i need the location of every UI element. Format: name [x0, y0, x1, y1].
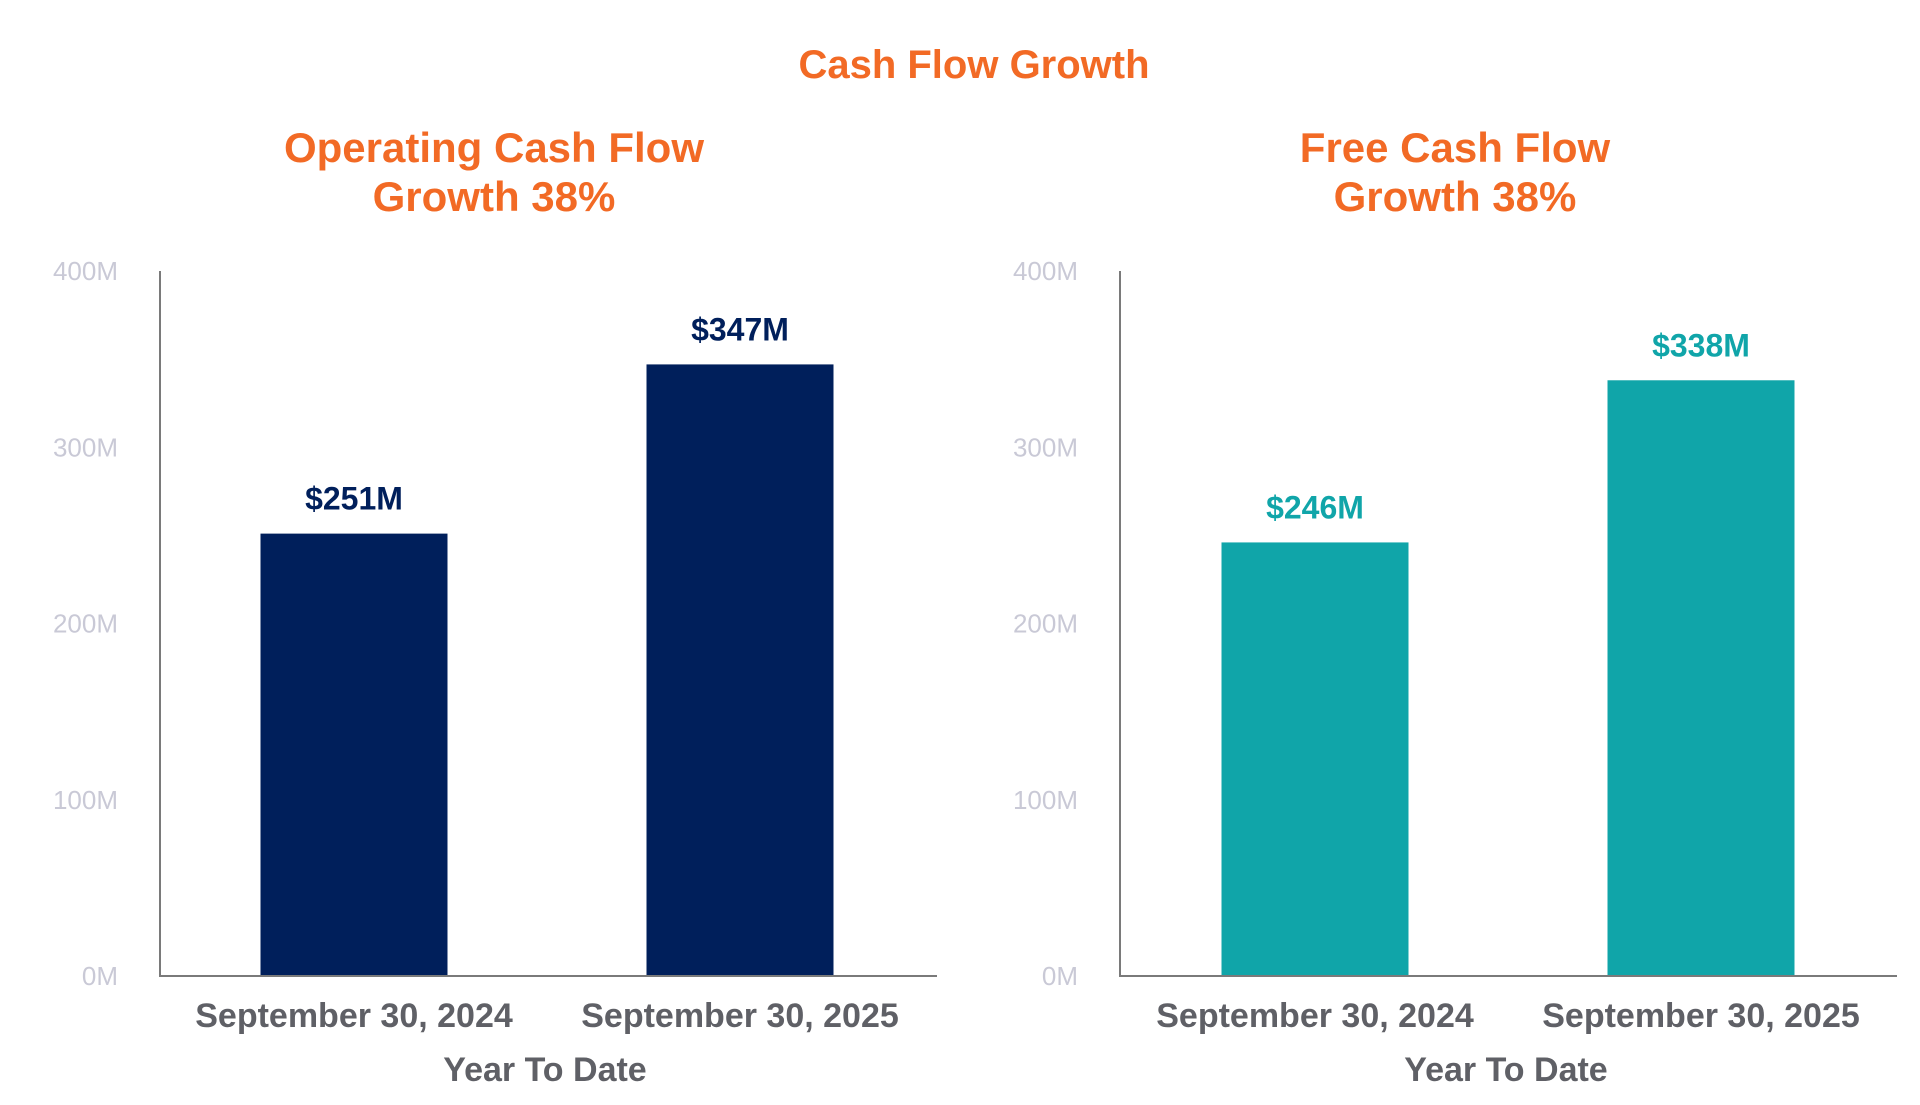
bar-value-label: $338M	[1652, 327, 1750, 363]
y-tick-label: 200M	[1013, 609, 1078, 639]
y-tick-label: 0M	[1042, 961, 1078, 991]
y-tick-label: 100M	[53, 785, 118, 815]
x-category-label: September 30, 2024	[195, 997, 513, 1035]
chart-title-line-1: Operating Cash Flow	[284, 124, 704, 171]
chart-title-line-2: Growth 38%	[373, 173, 616, 220]
y-tick-label: 100M	[1013, 785, 1078, 815]
bar	[1607, 380, 1795, 976]
x-category-label: September 30, 2025	[581, 997, 899, 1035]
y-tick-label: 300M	[53, 432, 118, 462]
x-axis-title: Year To Date	[443, 1051, 646, 1089]
y-tick-label: 400M	[53, 256, 118, 286]
bar	[646, 364, 834, 977]
y-tick-label: 400M	[1013, 256, 1078, 286]
y-tick-label: 200M	[53, 609, 118, 639]
bar	[260, 533, 448, 976]
chart-title-line-2: Growth 38%	[1334, 173, 1577, 220]
y-tick-label: 300M	[1013, 432, 1078, 462]
x-category-label: September 30, 2025	[1542, 997, 1860, 1035]
y-tick-label: 0M	[82, 961, 118, 991]
bar-value-label: $347M	[691, 311, 789, 347]
x-category-label: September 30, 2024	[1156, 997, 1474, 1035]
bar	[1221, 542, 1409, 976]
bar-value-label: $246M	[1266, 489, 1364, 525]
chart-title-line-1: Free Cash Flow	[1300, 124, 1611, 171]
x-axis-title: Year To Date	[1404, 1051, 1607, 1089]
bar-value-label: $251M	[305, 481, 403, 517]
figure-title: Cash Flow Growth	[798, 43, 1149, 87]
